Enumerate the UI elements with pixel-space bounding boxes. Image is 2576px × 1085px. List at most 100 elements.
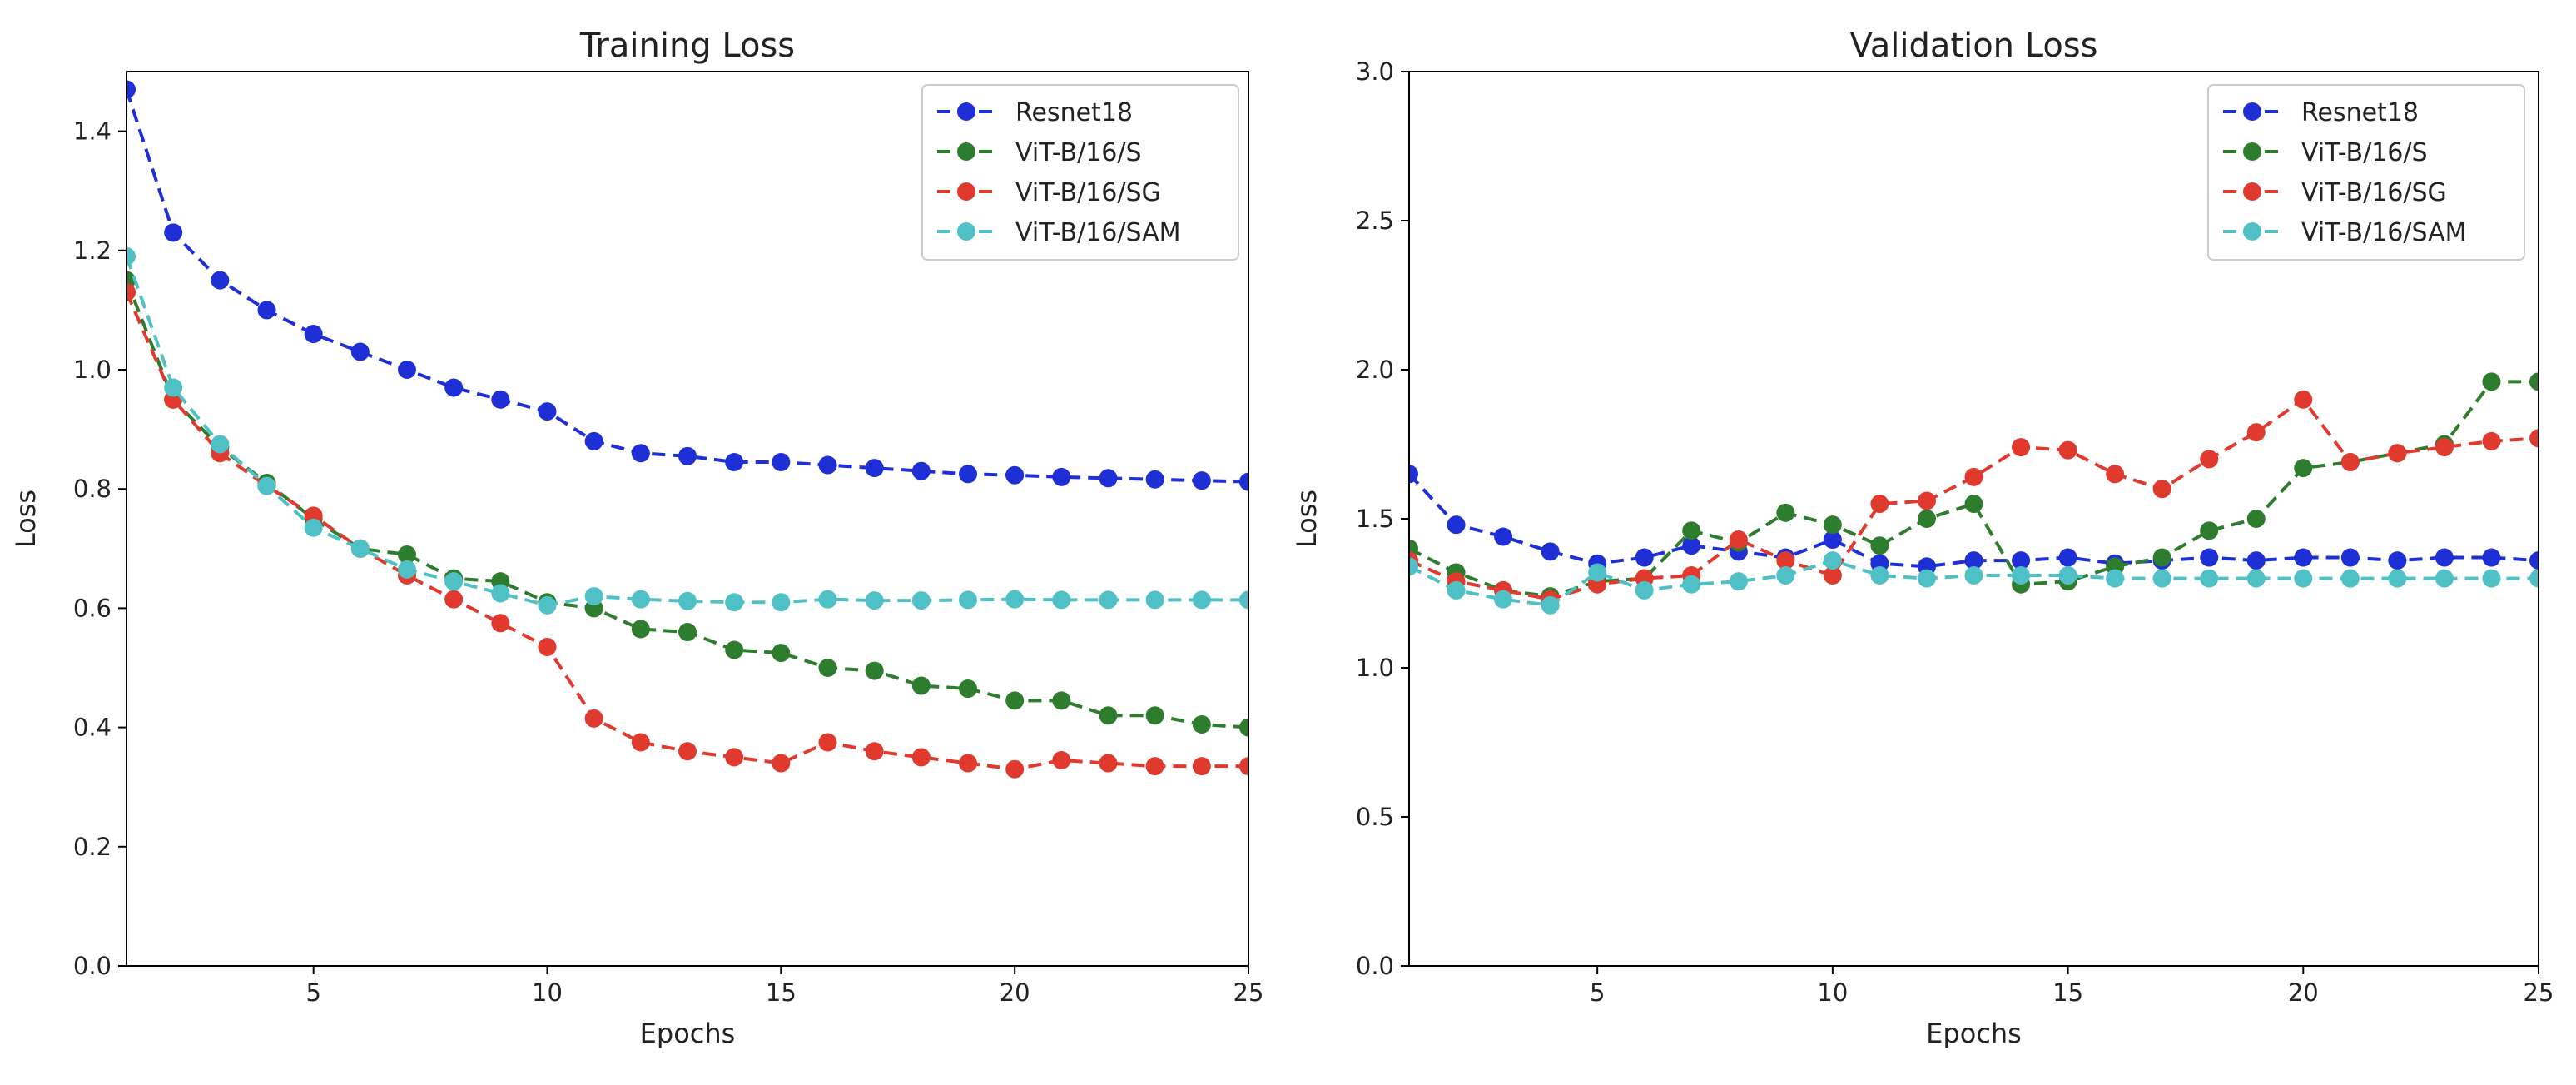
data-point bbox=[1729, 572, 1748, 591]
data-point bbox=[1964, 467, 1983, 486]
data-point bbox=[772, 754, 791, 773]
data-point bbox=[1239, 590, 1248, 610]
data-point bbox=[127, 80, 136, 99]
data-point bbox=[2200, 450, 2219, 469]
data-point bbox=[127, 246, 136, 266]
data-point bbox=[1635, 580, 1654, 600]
data-point bbox=[127, 282, 136, 301]
data-point bbox=[1964, 566, 1983, 585]
data-point bbox=[1052, 750, 1071, 769]
data-point bbox=[2152, 569, 2171, 588]
data-point bbox=[491, 584, 510, 603]
data-point bbox=[1239, 757, 1248, 776]
data-point bbox=[1409, 465, 1418, 484]
data-point bbox=[538, 595, 557, 615]
data-point bbox=[818, 590, 837, 609]
y-tick-label: 1.5 bbox=[1356, 505, 1394, 533]
legend-item: ViT-B/16/SG bbox=[2223, 178, 2447, 207]
data-point bbox=[350, 342, 370, 361]
y-tick-label: 0.5 bbox=[1356, 803, 1394, 831]
series-vit-b-16-sg bbox=[1409, 390, 2539, 609]
data-point bbox=[865, 742, 884, 761]
data-point bbox=[1005, 590, 1025, 609]
data-point bbox=[2200, 521, 2219, 540]
data-point bbox=[164, 223, 183, 242]
x-axis-label: Epochs bbox=[1926, 1018, 2022, 1049]
legend-marker bbox=[2243, 182, 2261, 201]
data-point bbox=[1192, 715, 1211, 734]
data-point bbox=[2529, 569, 2539, 588]
data-point bbox=[2388, 569, 2407, 588]
legend-label: ViT-B/16/SG bbox=[1015, 178, 1161, 207]
data-point bbox=[584, 709, 603, 728]
data-point bbox=[959, 590, 977, 610]
data-point bbox=[1682, 575, 1701, 594]
data-point bbox=[2106, 569, 2125, 588]
data-point bbox=[1870, 536, 1889, 555]
data-point bbox=[1823, 530, 1842, 550]
legend-label: ViT-B/16/S bbox=[2301, 138, 2428, 167]
data-point bbox=[350, 539, 370, 558]
data-point bbox=[584, 587, 603, 606]
plot-frame bbox=[126, 71, 1249, 967]
data-point bbox=[2012, 438, 2031, 457]
data-point bbox=[2388, 444, 2407, 463]
chart-title: Training Loss bbox=[579, 27, 795, 65]
legend-marker bbox=[957, 182, 975, 201]
data-point bbox=[1917, 510, 1936, 528]
data-point bbox=[2058, 566, 2077, 585]
x-tick-label: 5 bbox=[1590, 978, 1605, 1007]
x-axis-label: Epochs bbox=[640, 1018, 736, 1049]
data-point bbox=[304, 518, 323, 537]
legend-box bbox=[2207, 84, 2525, 261]
data-point bbox=[491, 614, 510, 633]
data-point bbox=[678, 591, 697, 610]
y-axis-label: Loss bbox=[1291, 490, 1323, 548]
x-tick-label: 15 bbox=[766, 978, 797, 1007]
series-line bbox=[127, 256, 1248, 607]
data-point bbox=[818, 659, 837, 677]
data-point bbox=[2152, 480, 2171, 499]
data-point bbox=[865, 459, 884, 478]
legend-label: Resnet18 bbox=[1015, 98, 1133, 127]
x-tick-label: 10 bbox=[532, 978, 563, 1007]
series-vit-b-16-sam bbox=[127, 246, 1248, 615]
data-point bbox=[1192, 471, 1211, 490]
data-point bbox=[2529, 429, 2539, 448]
x-tick-label: 15 bbox=[2052, 978, 2083, 1007]
data-point bbox=[725, 452, 744, 471]
data-point bbox=[2200, 548, 2219, 567]
legend-label: ViT-B/16/SG bbox=[2301, 178, 2447, 207]
data-point bbox=[444, 378, 464, 397]
data-point bbox=[491, 390, 510, 409]
data-point bbox=[1005, 759, 1025, 779]
x-tick-label: 25 bbox=[2524, 978, 2554, 1007]
data-point bbox=[2246, 510, 2266, 528]
data-point bbox=[211, 435, 230, 454]
data-point bbox=[631, 444, 650, 463]
data-point bbox=[1823, 515, 1842, 535]
data-point bbox=[1964, 495, 1983, 514]
legend-item: ViT-B/16/S bbox=[2223, 138, 2428, 167]
data-point bbox=[2246, 551, 2266, 570]
legend-label: ViT-B/16/SAM bbox=[2301, 218, 2467, 247]
data-point bbox=[398, 361, 416, 379]
data-point bbox=[631, 620, 650, 639]
y-tick-label: 1.4 bbox=[73, 117, 112, 146]
data-point bbox=[538, 402, 557, 421]
data-point bbox=[1145, 757, 1164, 776]
data-point bbox=[1447, 515, 1466, 535]
data-point bbox=[1776, 551, 1795, 570]
data-point bbox=[1239, 472, 1248, 491]
y-tick-label: 2.5 bbox=[1356, 207, 1394, 235]
data-point bbox=[725, 593, 744, 612]
data-point bbox=[2529, 372, 2539, 391]
x-tick-label: 20 bbox=[2288, 978, 2319, 1007]
data-point bbox=[1776, 503, 1795, 522]
legend-marker bbox=[2243, 222, 2261, 241]
legend-item: Resnet18 bbox=[2223, 98, 2419, 127]
data-point bbox=[911, 676, 931, 695]
data-point bbox=[1052, 590, 1071, 610]
data-point bbox=[1005, 691, 1025, 710]
